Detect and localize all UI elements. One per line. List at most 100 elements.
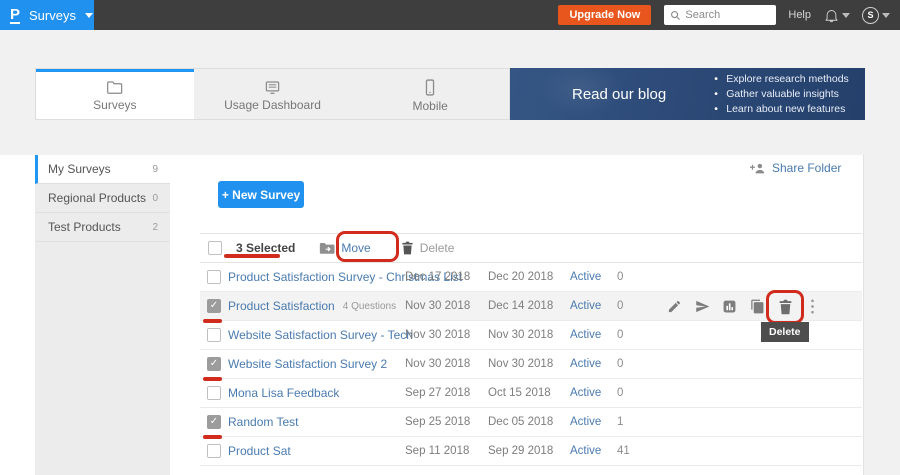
- row-checkbox[interactable]: [207, 444, 221, 458]
- table-row[interactable]: Mona Lisa Feedback Sep 27 2018 Oct 15 2018…: [200, 379, 862, 408]
- banner-bullets: Explore research methods Gather valuable…: [714, 72, 849, 117]
- help-link[interactable]: Help: [788, 9, 811, 21]
- sidebar-item-label: Regional Products: [48, 191, 147, 205]
- survey-response-count: 1: [617, 416, 624, 428]
- tab-usage-dashboard[interactable]: Usage Dashboard: [194, 69, 352, 119]
- row-checkbox[interactable]: [207, 270, 221, 284]
- survey-start-date: Dec 17 2018: [405, 271, 471, 283]
- survey-status-link[interactable]: Active: [570, 300, 602, 312]
- share-folder-label: Share Folder: [772, 161, 842, 175]
- row-checkbox[interactable]: [207, 357, 221, 371]
- survey-end-date: Dec 20 2018: [488, 271, 554, 283]
- survey-end-date: Nov 30 2018: [488, 358, 554, 370]
- survey-status-link[interactable]: Active: [570, 271, 602, 283]
- move-label: Move: [341, 241, 371, 255]
- table-row[interactable]: Product Satisfaction 4 Questions Nov 30 20…: [200, 292, 862, 321]
- survey-response-count: 41: [617, 445, 630, 457]
- move-button[interactable]: Move: [319, 241, 371, 255]
- survey-status-link[interactable]: Active: [570, 358, 602, 370]
- survey-end-date: Sep 29 2018: [488, 445, 554, 457]
- row-checkbox[interactable]: [207, 415, 221, 429]
- survey-status-link[interactable]: Active: [570, 387, 602, 399]
- survey-response-count: 0: [617, 271, 624, 283]
- search-icon: [670, 10, 681, 21]
- survey-name-link[interactable]: Random Test: [228, 415, 299, 429]
- survey-response-count: 0: [617, 300, 624, 312]
- upgrade-now-button[interactable]: Upgrade Now: [558, 5, 652, 25]
- tab-bar: Surveys Usage Dashboard Mobile: [35, 68, 510, 120]
- sidebar-item-my-surveys[interactable]: My Surveys 9: [35, 155, 170, 184]
- row-checkbox[interactable]: [207, 299, 221, 313]
- delete-button[interactable]: Delete: [401, 241, 455, 255]
- bell-icon: [824, 8, 839, 23]
- survey-start-date: Sep 25 2018: [405, 416, 471, 428]
- survey-response-count: 0: [617, 358, 624, 370]
- tab-label: Surveys: [93, 97, 137, 112]
- notifications-menu[interactable]: [824, 8, 850, 23]
- product-menu[interactable]: P Surveys: [0, 0, 94, 30]
- new-survey-button[interactable]: + New Survey: [218, 181, 304, 208]
- sidebar-item-test-products[interactable]: Test Products 2: [35, 213, 170, 242]
- survey-name-link[interactable]: Mona Lisa Feedback: [228, 386, 340, 400]
- survey-status-link[interactable]: Active: [570, 329, 602, 341]
- trash-icon[interactable]: [778, 299, 793, 315]
- row-checkbox[interactable]: [207, 386, 221, 400]
- folder-move-icon: [319, 242, 335, 255]
- share-folder-button[interactable]: Share Folder: [750, 161, 841, 175]
- survey-start-date: Sep 11 2018: [405, 445, 470, 457]
- survey-response-count: 0: [617, 329, 624, 341]
- send-icon[interactable]: [695, 299, 710, 314]
- avatar: S: [862, 6, 879, 24]
- more-options-icon[interactable]: [810, 298, 815, 315]
- tab-surveys[interactable]: Surveys: [36, 69, 194, 119]
- person-add-icon: [750, 162, 766, 175]
- survey-name-link[interactable]: Product Sat: [228, 444, 291, 458]
- table-row[interactable]: Product Sat Sep 11 2018 Sep 29 2018 Active 4…: [200, 437, 862, 466]
- survey-status-link[interactable]: Active: [570, 445, 602, 457]
- survey-table: Product Satisfaction Survey - Christmas …: [200, 263, 862, 466]
- survey-end-date: Nov 30 2018: [488, 329, 554, 341]
- table-row[interactable]: Product Satisfaction Survey - Christmas …: [200, 263, 862, 292]
- row-checkbox[interactable]: [207, 328, 221, 342]
- chevron-down-icon: [84, 12, 93, 18]
- selected-count-label: 3 Selected: [236, 241, 296, 255]
- sidebar-item-count: 0: [152, 192, 158, 204]
- search-input[interactable]: [685, 9, 766, 21]
- table-row[interactable]: Website Satisfaction Survey 2 Nov 30 2018…: [200, 350, 862, 379]
- select-all-checkbox[interactable]: [208, 241, 222, 255]
- survey-name-link[interactable]: Website Satisfaction Survey - Tech: [228, 328, 413, 342]
- banner-title: Read our blog: [572, 85, 667, 103]
- survey-start-date: Nov 30 2018: [405, 358, 471, 370]
- report-icon[interactable]: [722, 299, 737, 314]
- survey-start-date: Nov 30 2018: [405, 300, 471, 312]
- dashboard-icon: [264, 80, 281, 95]
- tab-mobile[interactable]: Mobile: [351, 69, 509, 119]
- survey-name-link[interactable]: Product Satisfaction Survey - Christmas …: [228, 270, 463, 284]
- survey-status-link[interactable]: Active: [570, 416, 602, 428]
- search-box[interactable]: [664, 5, 777, 25]
- sidebar-item-count: 2: [152, 221, 158, 233]
- delete-tooltip: Delete: [761, 322, 809, 342]
- sidebar-item-count: 9: [152, 163, 158, 175]
- product-menu-label: Surveys: [29, 7, 76, 23]
- blog-banner[interactable]: Read our blog Explore research methods G…: [510, 68, 865, 120]
- delete-label: Delete: [419, 241, 455, 255]
- survey-name-link[interactable]: Website Satisfaction Survey 2: [228, 357, 388, 371]
- account-menu[interactable]: S: [862, 6, 890, 24]
- copy-icon[interactable]: [750, 299, 765, 314]
- survey-name-link[interactable]: Product Satisfaction: [228, 299, 335, 313]
- edit-icon[interactable]: [667, 299, 682, 314]
- sidebar-item-regional-products[interactable]: Regional Products 0: [35, 184, 170, 213]
- folder-icon: [106, 80, 123, 95]
- selection-toolbar: 3 Selected Move Delete: [200, 233, 862, 263]
- top-bar: P Surveys Upgrade Now Help S: [0, 0, 900, 30]
- survey-response-count: 0: [617, 387, 624, 399]
- table-row[interactable]: Random Test Sep 25 2018 Dec 05 2018 Active 1: [200, 408, 862, 437]
- folder-sidebar: My Surveys 9 Regional Products 0 Test Produc…: [35, 155, 170, 475]
- survey-end-date: Dec 14 2018: [488, 300, 554, 312]
- survey-start-date: Sep 27 2018: [405, 387, 471, 399]
- survey-end-date: Oct 15 2018: [488, 387, 551, 399]
- table-row[interactable]: Website Satisfaction Survey - Tech Nov 30…: [200, 321, 862, 350]
- sidebar-item-label: Test Products: [48, 220, 121, 234]
